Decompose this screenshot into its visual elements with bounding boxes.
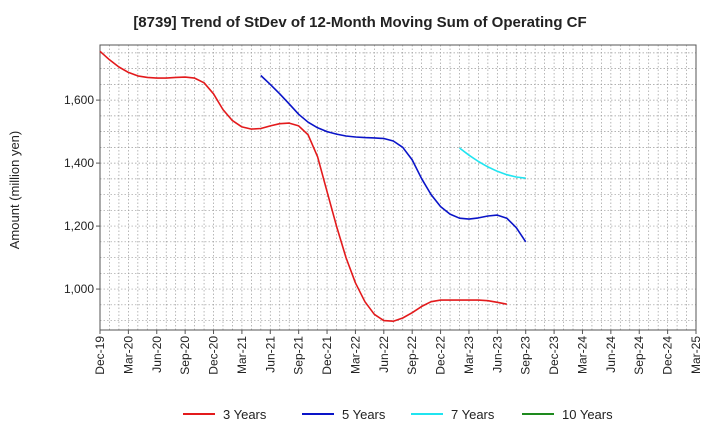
- legend-label: 5 Years: [342, 407, 386, 422]
- x-tick-label: Dec-22: [434, 336, 448, 375]
- y-tick-label: 1,400: [64, 156, 94, 170]
- series-line-2: [260, 74, 527, 243]
- x-axis: Dec-19 Mar-20 Jun-20 Sep-20 Dec-20 Mar-21 Jun-…: [93, 330, 703, 375]
- x-tick-label: Jun-20: [150, 336, 164, 373]
- x-tick-label: Dec-20: [207, 336, 221, 375]
- x-tick-label: Dec-23: [547, 336, 561, 375]
- x-tick-label: Sep-23: [519, 336, 533, 375]
- series-line-1: [99, 50, 507, 322]
- x-tick-label: Sep-24: [632, 336, 646, 375]
- x-tick-label: Jun-23: [490, 336, 504, 373]
- plot-frame: [99, 44, 697, 331]
- x-tick-label: Dec-21: [320, 336, 334, 375]
- grid: [100, 45, 696, 330]
- y-axis: 1,000 1,200 1,400 1,600: [64, 93, 100, 296]
- x-tick-label: Dec-24: [661, 336, 675, 375]
- legend-label: 7 Years: [451, 407, 495, 422]
- x-tick-label: Mar-24: [575, 336, 589, 374]
- x-tick-label: Sep-20: [178, 336, 192, 375]
- x-tick-label: Mar-25: [689, 336, 703, 374]
- y-tick-label: 1,200: [64, 219, 94, 233]
- chart-title: [8739] Trend of StDev of 12-Month Moving…: [133, 14, 587, 31]
- x-tick-label: Jun-24: [604, 336, 618, 373]
- series-line-3: [459, 147, 526, 179]
- y-tick-label: 1,000: [64, 282, 94, 296]
- y-axis-title: Amount (million yen): [7, 131, 22, 250]
- x-tick-label: Mar-23: [462, 336, 476, 374]
- legend-label: 10 Years: [562, 407, 613, 422]
- series-layer: [99, 50, 527, 322]
- x-tick-label: Sep-21: [292, 336, 306, 375]
- y-tick-label: 1,600: [64, 93, 94, 107]
- legend: 3 Years 5 Years 7 Years 10 Years: [183, 407, 613, 422]
- legend-label: 3 Years: [223, 407, 267, 422]
- x-tick-label: Mar-22: [348, 336, 362, 374]
- x-tick-label: Jun-22: [377, 336, 391, 373]
- x-tick-label: Mar-21: [235, 336, 249, 374]
- x-tick-label: Mar-20: [121, 336, 135, 374]
- x-tick-label: Jun-21: [263, 336, 277, 373]
- x-tick-label: Sep-22: [405, 336, 419, 375]
- x-tick-label: Dec-19: [93, 336, 107, 375]
